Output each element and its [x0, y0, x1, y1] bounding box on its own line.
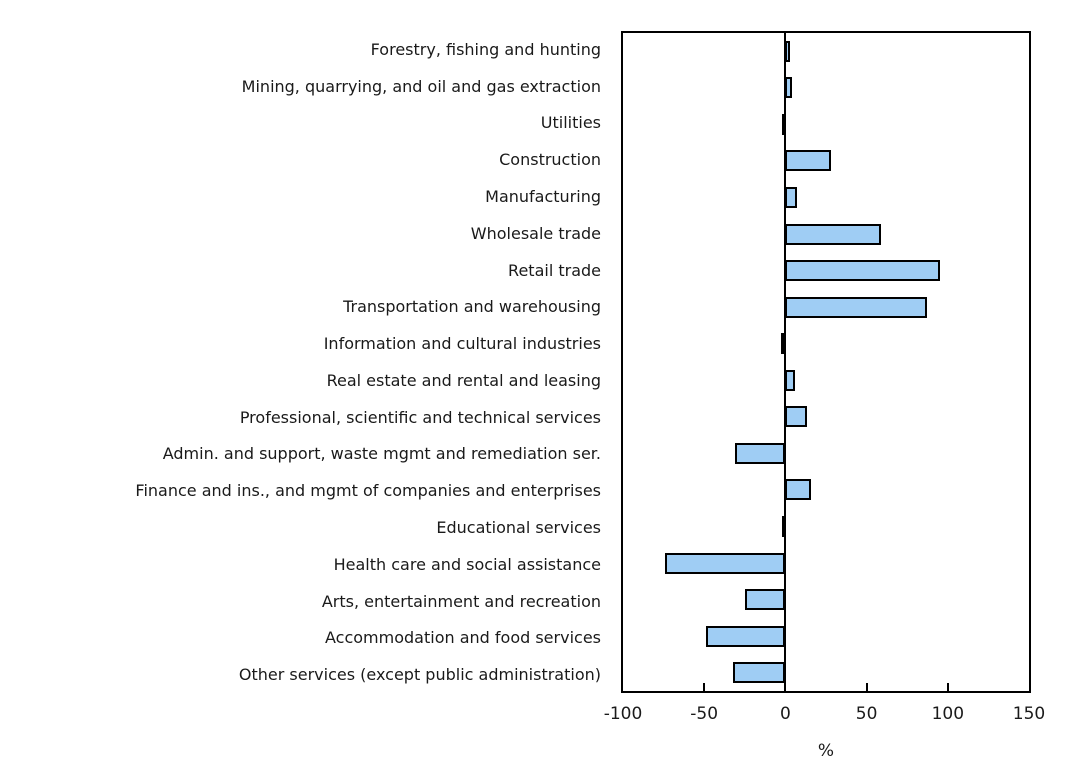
bar	[782, 113, 787, 135]
plot-area	[621, 31, 1031, 693]
category-label: Construction	[499, 150, 601, 170]
x-axis-tick	[784, 683, 787, 691]
x-axis-tick-label: -100	[603, 704, 643, 724]
bar	[705, 625, 786, 647]
x-axis-tick	[946, 683, 949, 691]
category-label: Retail trade	[508, 260, 601, 280]
bar	[785, 479, 812, 501]
category-label: Admin. and support, waste mgmt and remed…	[162, 444, 601, 464]
category-labels: Forestry, fishing and hunting Mining, qua…	[0, 31, 601, 693]
bar	[744, 589, 786, 611]
category-label: Manufacturing	[485, 187, 601, 207]
category-label: Real estate and rental and leasing	[326, 370, 601, 390]
x-axis-tick	[865, 683, 868, 691]
category-label: Health care and social assistance	[333, 554, 601, 574]
bar	[785, 150, 831, 172]
bar	[785, 296, 927, 318]
x-axis-tick-label: 0	[779, 704, 791, 724]
bar	[785, 187, 797, 208]
category-label: Wholesale trade	[470, 223, 601, 243]
category-label: Professional, scientific and technical s…	[239, 407, 601, 427]
category-label: Forestry, fishing and hunting	[370, 39, 601, 59]
category-label: Utilities	[540, 113, 601, 133]
category-label: Other services (except public administra…	[238, 665, 601, 685]
category-label: Arts, entertainment and recreation	[321, 591, 601, 611]
bar	[785, 406, 807, 428]
category-label: Transportation and warehousing	[343, 297, 601, 317]
zero-axis-line	[784, 33, 787, 691]
x-axis-tick-label: 150	[1012, 704, 1046, 724]
category-label: Accommodation and food services	[325, 628, 601, 648]
bar	[785, 77, 792, 99]
x-axis-tick	[703, 683, 706, 691]
x-axis-tick-labels: -100 -50 0 50 100 150	[604, 704, 1046, 726]
bar	[780, 333, 786, 355]
bar	[782, 516, 787, 537]
bar	[785, 223, 882, 245]
x-axis-title: %	[817, 741, 835, 761]
x-axis-tick-label: 100	[931, 704, 965, 724]
category-label: Finance and ins., and mgmt of companies …	[135, 481, 601, 501]
bar	[785, 369, 796, 391]
bar	[785, 260, 940, 282]
bar	[665, 552, 786, 574]
category-label: Educational services	[436, 518, 601, 538]
x-axis-tick-label: 50	[855, 704, 878, 724]
bar	[735, 442, 786, 464]
category-label: Information and cultural industries	[323, 334, 601, 354]
bar	[785, 40, 791, 62]
x-axis-tick-label: -50	[690, 704, 719, 724]
bar	[733, 662, 786, 684]
category-label: Mining, quarrying, and oil and gas extra…	[241, 76, 601, 96]
